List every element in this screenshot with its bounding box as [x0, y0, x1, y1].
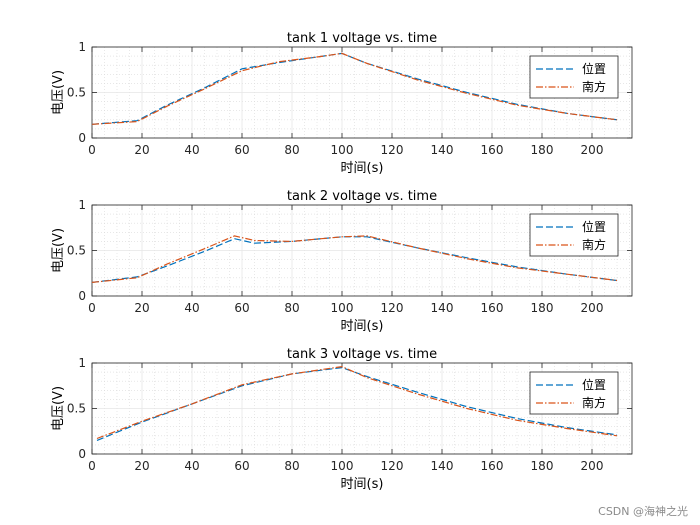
- series-line-2: [91, 52, 618, 125]
- chart-title: tank 3 voltage vs. time: [287, 347, 437, 362]
- x-tick-label: 180: [531, 301, 554, 315]
- y-tick-label: 1: [78, 40, 86, 54]
- legend-label-2: 南方: [582, 79, 606, 94]
- x-axis-label: 时间(s): [341, 319, 384, 334]
- y-tick-label: 0: [78, 131, 86, 145]
- x-tick-label: 100: [331, 143, 354, 157]
- y-tick-label: 1: [78, 198, 86, 212]
- y-tick-label: 0.5: [67, 402, 86, 416]
- x-tick-label: 20: [134, 301, 149, 315]
- legend-label-2: 南方: [582, 395, 606, 410]
- y-tick-label: 0: [78, 447, 86, 461]
- x-tick-label: 100: [331, 459, 354, 473]
- x-tick-label: 80: [284, 301, 299, 315]
- legend-box: [529, 55, 619, 99]
- chart-2: 0 20 40 60 80 100 120 140 160 180 200 0 0.5 1 tank 2 v…: [51, 189, 633, 334]
- y-axis-label: 电压(V): [51, 70, 66, 115]
- x-tick-label: 140: [431, 301, 454, 315]
- x-tick-label: 60: [234, 301, 249, 315]
- y-tick-label: 0.5: [67, 86, 86, 100]
- x-tick-label: 140: [431, 143, 454, 157]
- chart-title: tank 2 voltage vs. time: [287, 189, 437, 204]
- x-tick-label: 20: [134, 143, 149, 157]
- x-tick-label: 40: [184, 301, 199, 315]
- y-axis-label: 电压(V): [51, 386, 66, 431]
- y-tick-label: 1: [78, 356, 86, 370]
- x-tick-label: 180: [531, 143, 554, 157]
- x-tick-label: 60: [234, 143, 249, 157]
- x-axis-label: 时间(s): [341, 477, 384, 492]
- watermark: CSDN @海神之光: [598, 505, 688, 518]
- x-tick-label: 80: [284, 143, 299, 157]
- x-tick-label: 140: [431, 459, 454, 473]
- x-tick-label: 160: [481, 301, 504, 315]
- x-tick-label: 0: [88, 301, 96, 315]
- x-tick-label: 40: [184, 143, 199, 157]
- x-tick-label: 80: [284, 459, 299, 473]
- x-tick-label: 0: [88, 459, 96, 473]
- x-tick-label: 120: [381, 301, 404, 315]
- x-tick-label: 200: [581, 459, 604, 473]
- x-tick-label: 0: [88, 143, 96, 157]
- x-tick-label: 120: [381, 143, 404, 157]
- y-axis-label: 电压(V): [51, 228, 66, 273]
- legend-box: [529, 213, 619, 257]
- legend-box: [529, 371, 619, 415]
- chart-1: 0 20 40 60 80 100 120 140 160 180 200 0 0.5 1 tank 1 v…: [51, 31, 633, 176]
- x-tick-label: 100: [331, 301, 354, 315]
- x-tick-label: 120: [381, 459, 404, 473]
- legend-label-2: 南方: [582, 237, 606, 252]
- y-tick-label: 0: [78, 289, 86, 303]
- x-tick-label: 20: [134, 459, 149, 473]
- series-line-2: [96, 365, 618, 440]
- y-tick-label: 0.5: [67, 244, 86, 258]
- x-tick-label: 200: [581, 301, 604, 315]
- x-tick-label: 180: [531, 459, 554, 473]
- x-axis-label: 时间(s): [341, 161, 384, 176]
- x-tick-label: 60: [234, 459, 249, 473]
- x-tick-label: 200: [581, 143, 604, 157]
- chart-3: 0 20 40 60 80 100 120 140 160 180 200 0 0.5 1 tank 3 v…: [51, 347, 633, 492]
- x-tick-label: 160: [481, 459, 504, 473]
- legend-label-1: 位置: [582, 61, 606, 76]
- chart-title: tank 1 voltage vs. time: [287, 31, 437, 46]
- series-line-2: [91, 235, 618, 283]
- x-tick-label: 160: [481, 143, 504, 157]
- legend-label-1: 位置: [582, 377, 606, 392]
- x-tick-label: 40: [184, 459, 199, 473]
- legend-label-1: 位置: [582, 219, 606, 234]
